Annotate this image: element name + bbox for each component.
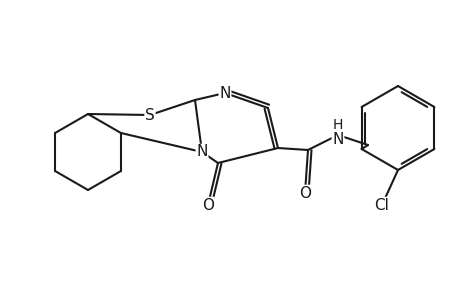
Text: S: S [145, 107, 155, 122]
Text: N: N [331, 131, 343, 146]
Text: O: O [202, 197, 213, 212]
Text: O: O [298, 185, 310, 200]
Text: Cl: Cl [374, 197, 389, 212]
Text: H: H [332, 118, 342, 132]
Text: N: N [196, 145, 207, 160]
Text: N: N [219, 85, 230, 100]
